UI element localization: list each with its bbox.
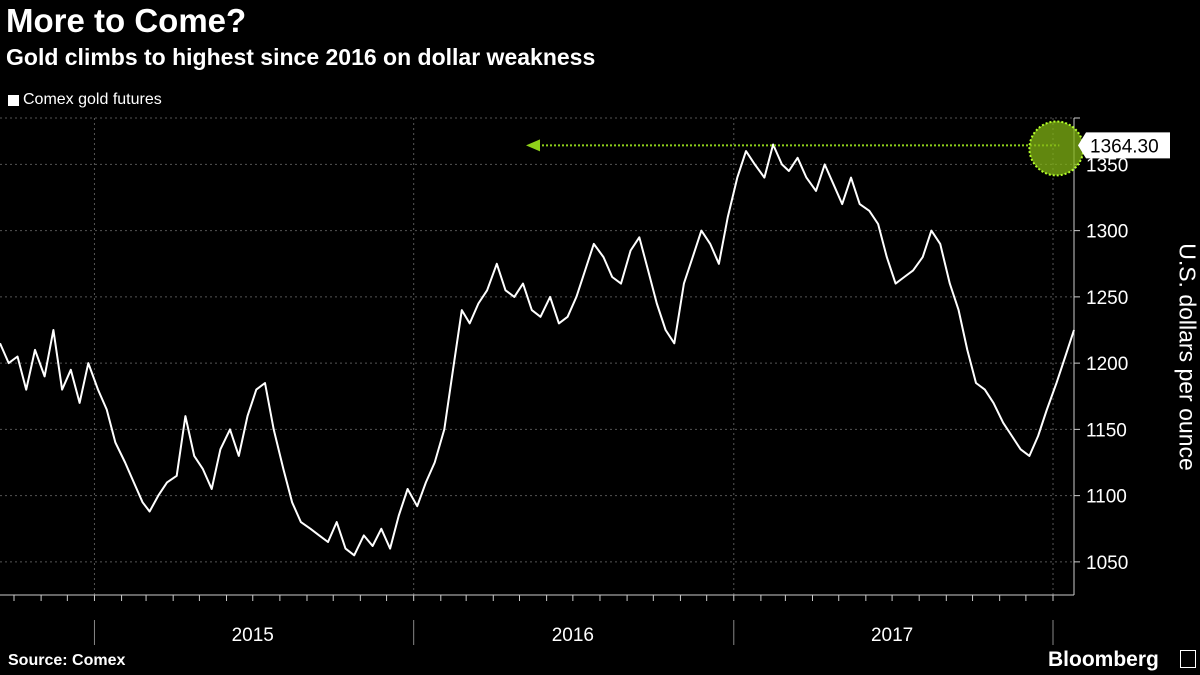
x-year-label: 2015 xyxy=(232,625,274,646)
chart-title: More to Come? xyxy=(6,2,247,39)
x-year-label: 2016 xyxy=(552,625,594,646)
y-tick-label: 1300 xyxy=(1086,222,1128,243)
y-tick-label: 1250 xyxy=(1086,288,1128,309)
last-value-label: 1364.30 xyxy=(1090,136,1159,157)
y-tick-label: 1350 xyxy=(1086,155,1128,176)
annotation-highlight-circle xyxy=(1028,120,1085,177)
y-axis-label: U.S. dollars per ounce xyxy=(1174,243,1200,471)
chart-subtitle: Gold climbs to highest since 2016 on dol… xyxy=(6,44,596,70)
legend-swatch xyxy=(8,94,19,106)
y-tick-label: 1150 xyxy=(1086,420,1127,441)
series-line-comex-gold xyxy=(0,143,1075,557)
y-tick-label: 1050 xyxy=(1086,553,1128,574)
legend-label: Comex gold futures xyxy=(23,91,162,108)
y-tick-label: 1200 xyxy=(1086,354,1128,375)
source-note: Source: Comex xyxy=(8,652,126,669)
annotation-arrow-head xyxy=(526,139,540,152)
last-value-tag xyxy=(1078,132,1170,159)
bloomberg-logo: Bloomberg xyxy=(1048,648,1159,671)
bloomberg-terminal-icon xyxy=(1180,650,1196,668)
y-tick-label: 1100 xyxy=(1086,487,1127,508)
x-year-label: 2017 xyxy=(871,625,913,646)
legend: Comex gold futures xyxy=(8,91,162,109)
